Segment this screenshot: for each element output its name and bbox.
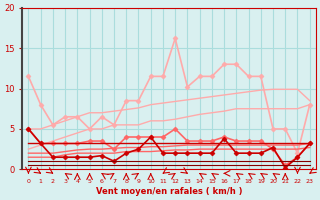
X-axis label: Vent moyen/en rafales ( km/h ): Vent moyen/en rafales ( km/h ) — [96, 187, 242, 196]
